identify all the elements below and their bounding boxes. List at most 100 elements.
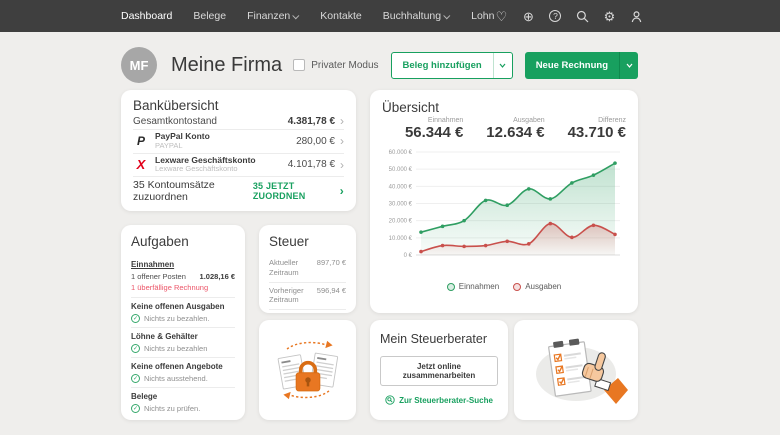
add-receipt-dropdown-button[interactable] [492,52,512,78]
stat-label: Ausgaben [513,117,545,124]
task-section-einnahmen: Einnahmen 1 offener Posten 1.028,16 € 1 … [131,256,235,297]
left-column: Bankübersicht Gesamtkontostand 4.381,78 … [121,90,356,420]
task-heading-einnahmen[interactable]: Einnahmen [131,260,175,269]
settings-gear-icon[interactable]: ⚙ [603,8,616,24]
company-header: MF Meine Firma Privater Modus Beleg hinz… [121,44,638,86]
overview-card: Übersicht Einnahmen 56.344 € Ausgaben 12… [370,90,638,313]
nav-item-buchhaltung[interactable]: Buchhaltung [382,10,451,22]
task-open-item-value: 1.028,16 € [199,272,235,281]
checklist-promo-card[interactable] [514,320,638,420]
advisor-search-link[interactable]: Zur Steuerberater-Suche [380,395,498,405]
nav-label: Finanzen [247,10,291,22]
dashboard-grid: Bankübersicht Gesamtkontostand 4.381,78 … [121,90,638,420]
assign-transactions-link[interactable]: 35 JETZT ZUORDNEN › [253,181,344,201]
svg-text:30.000 €: 30.000 € [389,202,413,208]
page-title: Meine Firma [171,53,283,76]
account-balance: 280,00 € [296,135,335,147]
new-invoice-split-button: Neue Rechnung [524,51,638,79]
bank-total-row[interactable]: Gesamtkontostand 4.381,78 € › [133,115,344,127]
chevron-right-icon: › [340,134,344,149]
add-plus-circle-icon[interactable]: ⊕ [523,8,534,24]
divider [133,175,344,177]
overview-stats: Einnahmen 56.344 € Ausgaben 12.634 € Dif… [382,117,626,141]
divider [131,387,235,388]
nav-item-kontakte[interactable]: Kontakte [320,10,361,22]
chevron-right-icon: › [340,114,344,129]
chart-legend: Einnahmen Ausgaben [382,282,626,291]
check-circle-icon: ✓ [131,314,140,323]
task-overdue-label: 1 überfällige Rechnung [131,282,209,292]
stat-differenz: Differenz 43.710 € [545,117,626,141]
tax-previous-row: Vorheriger Zeitraum 596,94 € [269,283,346,310]
divider [133,129,344,131]
nav-label: Kontakte [320,10,362,22]
nav-item-lohn[interactable]: Lohn [471,10,494,22]
advisor-search-label: Zur Steuerberater-Suche [399,395,493,405]
new-invoice-dropdown-button[interactable] [619,51,638,79]
help-icon[interactable]: ? [548,9,562,23]
tax-period-label: Aktueller Zeitraum [269,258,299,277]
nav-item-belege[interactable]: Belege [193,10,226,22]
svg-text:20.000 €: 20.000 € [389,219,413,225]
favorites-heart-icon[interactable]: ♡ [495,8,508,24]
documents-lock-illustration [277,340,338,400]
task-status-label: Nichts zu prüfen. [144,404,201,413]
document-security-card[interactable] [259,320,356,420]
task-heading-ausgaben: Keine offenen Ausgaben [131,302,225,311]
right-bottom-row: Mein Steuerberater Jetzt online zusammen… [370,320,638,420]
legend-item-ausgaben: Ausgaben [513,282,561,291]
svg-text:10.000 €: 10.000 € [389,236,413,242]
bank-account-row-lexware[interactable]: X Lexware Geschäftskonto Lexware Geschäf… [133,154,344,174]
collaborate-online-button[interactable]: Jetzt online zusammenarbeiten [380,356,498,386]
nav-label: Buchhaltung [382,10,442,22]
bank-card-title: Bankübersicht [133,98,219,113]
nav-item-dashboard[interactable]: Dashboard [121,10,172,22]
task-status-row: ✓ Nichts zu prüfen. [131,404,235,413]
stat-label: Einnahmen [427,117,464,124]
account-name: PayPal Konto [155,131,210,142]
stat-value: 12.634 € [486,124,545,141]
main-content: MF Meine Firma Privater Modus Beleg hinz… [0,32,638,420]
bank-total-value: 4.381,78 € [287,115,335,127]
advisor-card-title: Mein Steuerberater [380,332,488,346]
svg-text:0 €: 0 € [404,253,413,259]
revenue-expenses-chart: 60.000 € 50.000 € 40.000 € 30.000 € 20.000 €… [382,145,626,280]
account-subtitle: Lexware Geschäftskonto [155,164,238,174]
task-section-belege: Belege ✓ Nichts zu prüfen. [131,388,235,417]
tasks-card: Aufgaben Einnahmen 1 offener Posten 1.02… [121,225,245,420]
lexware-logo-icon: X [136,157,146,173]
task-open-item-label: 1 offener Posten [131,272,186,281]
user-account-icon[interactable] [629,9,643,23]
stat-ausgaben: Ausgaben 12.634 € [463,117,544,141]
account-balance: 4.101,78 € [287,159,335,171]
private-mode-checkbox[interactable] [293,59,306,71]
stat-value: 56.344 € [404,124,464,141]
divider [131,297,235,298]
nav-item-finanzen[interactable]: Finanzen [247,10,300,22]
add-receipt-button[interactable]: Beleg hinzufügen [402,59,482,71]
chevron-down-icon [292,11,300,19]
company-avatar: MF [121,47,157,83]
account-subtitle: PAYPAL [155,140,183,150]
tax-period-value: 596,94 € [316,285,346,295]
new-invoice-button[interactable]: Neue Rechnung [535,59,608,71]
search-icon[interactable] [575,9,589,23]
stat-value: 43.710 € [567,124,626,141]
divider [133,152,344,154]
account-name: Lexware Geschäftskonto [155,154,256,165]
task-overdue-row: 1 überfällige Rechnung [131,283,235,294]
task-status-label: Nichts zu bezahlen [144,344,208,353]
tasks-card-title: Aufgaben [131,234,189,249]
private-mode-toggle: Privater Modus [293,59,379,71]
top-navbar: Dashboard Belege Finanzen Kontakte Buchh… [0,0,780,32]
task-section-loehne: Löhne & Gehälter ✓ Nichts zu bezahlen [131,328,235,357]
chevron-right-icon: › [339,184,344,198]
checklist-thumbsup-illustration [536,338,628,404]
task-status-label: Nichts ausstehend. [144,374,208,383]
chevron-down-icon [626,63,632,68]
bank-total-label: Gesamtkontostand [133,115,217,127]
chevron-right-icon: › [340,157,344,172]
nav-label: Dashboard [121,10,173,22]
